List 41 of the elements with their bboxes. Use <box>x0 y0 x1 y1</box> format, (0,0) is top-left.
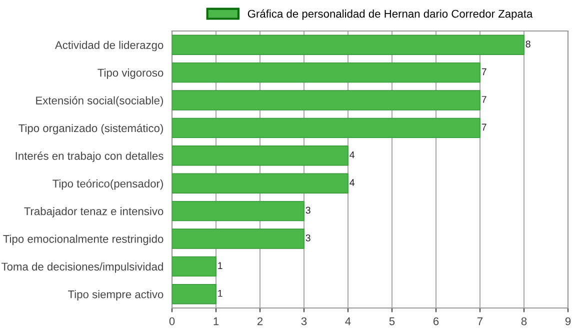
bar <box>172 118 480 138</box>
x-tick-label: 6 <box>433 317 439 326</box>
y-tick-label: Actividad de liderazgo <box>54 40 164 52</box>
bar <box>172 200 304 222</box>
y-tick-label: Tipo vigoroso <box>98 68 164 79</box>
x-tick-label: 1 <box>214 317 219 326</box>
legend-label: Gráfica de personalidad de Hernan dario Corredor Zapata <box>248 9 533 20</box>
y-tick-label: Extensión social(sociable) <box>36 96 163 107</box>
x-tick-label: 3 <box>301 317 307 326</box>
bar <box>172 90 480 110</box>
bar <box>172 256 216 277</box>
x-tick-label: 5 <box>389 317 395 326</box>
data-label: 3 <box>306 234 310 242</box>
y-tick-label: Tipo teórico(pensador) <box>52 179 163 190</box>
y-tick-label: Tipo organizado (sistemático) <box>18 124 163 134</box>
x-tick-label: 2 <box>257 317 263 326</box>
data-label: 1 <box>218 290 222 297</box>
data-label: 1 <box>218 262 222 269</box>
bar <box>172 173 348 194</box>
data-label: 7 <box>482 124 486 130</box>
x-tick-label: 8 <box>521 317 527 326</box>
y-tick-label: Trabajador tenaz e intensivo <box>24 207 164 218</box>
data-label: 7 <box>482 68 486 76</box>
y-tick-label: Tipo emocionalmente restringido <box>3 234 164 246</box>
data-label: 8 <box>526 40 530 48</box>
data-label: 4 <box>350 151 355 158</box>
data-label: 7 <box>482 96 486 103</box>
x-tick-label: 0 <box>169 317 175 326</box>
bar <box>172 228 304 249</box>
y-tick-label: Toma de decisiones/impulsividad <box>2 262 163 273</box>
x-tick-label: 4 <box>345 317 351 326</box>
y-tick-label: Tipo siempre activo <box>68 290 164 300</box>
x-tick-label: 7 <box>477 317 483 326</box>
data-label: 3 <box>306 206 310 214</box>
bar <box>172 62 480 83</box>
data-label: 4 <box>350 179 355 186</box>
bar <box>172 284 216 304</box>
bar <box>172 146 348 166</box>
y-tick-label: Interés en trabajo con detalles <box>16 152 164 162</box>
x-tick-label: 9 <box>565 317 571 326</box>
bar <box>172 34 524 55</box>
